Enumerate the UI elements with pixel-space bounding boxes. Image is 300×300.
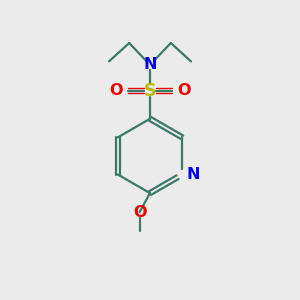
Text: O: O bbox=[109, 83, 122, 98]
Text: N: N bbox=[186, 167, 200, 182]
Text: O: O bbox=[178, 83, 191, 98]
Text: O: O bbox=[133, 205, 146, 220]
Text: N: N bbox=[143, 57, 157, 72]
Text: S: S bbox=[144, 82, 156, 100]
